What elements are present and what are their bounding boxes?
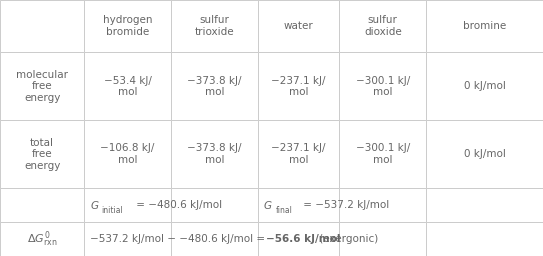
Bar xyxy=(0,120,84,188)
Text: hydrogen
bromide: hydrogen bromide xyxy=(103,15,153,37)
Text: 0 kJ/mol: 0 kJ/mol xyxy=(464,81,506,91)
Bar xyxy=(0,0,84,52)
Bar xyxy=(84,52,171,120)
Bar xyxy=(171,0,258,52)
Text: $G$: $G$ xyxy=(90,199,99,211)
Bar xyxy=(426,188,543,222)
Bar xyxy=(339,120,426,188)
Bar xyxy=(171,120,258,188)
Text: $\Delta G^0_\mathrm{rxn}$: $\Delta G^0_\mathrm{rxn}$ xyxy=(27,229,57,249)
Bar xyxy=(84,222,171,256)
Bar xyxy=(171,222,258,256)
Bar xyxy=(84,188,171,222)
Bar xyxy=(258,188,339,222)
Bar xyxy=(426,120,543,188)
Bar xyxy=(426,0,543,52)
Text: = −480.6 kJ/mol: = −480.6 kJ/mol xyxy=(133,200,222,210)
Text: −300.1 kJ/
mol: −300.1 kJ/ mol xyxy=(356,143,410,165)
Bar xyxy=(258,52,339,120)
Bar xyxy=(171,188,258,222)
Bar xyxy=(339,222,426,256)
Bar xyxy=(0,188,84,222)
Text: −373.8 kJ/
mol: −373.8 kJ/ mol xyxy=(187,76,242,97)
Text: −56.6 kJ/mol: −56.6 kJ/mol xyxy=(266,234,340,244)
Bar xyxy=(171,52,258,120)
Text: −373.8 kJ/
mol: −373.8 kJ/ mol xyxy=(187,143,242,165)
Bar xyxy=(84,120,171,188)
Text: −537.2 kJ/mol − −480.6 kJ/mol =: −537.2 kJ/mol − −480.6 kJ/mol = xyxy=(90,234,268,244)
Text: water: water xyxy=(284,21,313,31)
Bar xyxy=(258,0,339,52)
Text: bromine: bromine xyxy=(463,21,506,31)
Bar xyxy=(339,52,426,120)
Bar xyxy=(84,0,171,52)
Text: sulfur
trioxide: sulfur trioxide xyxy=(195,15,234,37)
Bar xyxy=(339,188,426,222)
Bar xyxy=(339,0,426,52)
Text: = −537.2 kJ/mol: = −537.2 kJ/mol xyxy=(300,200,389,210)
Text: (exergonic): (exergonic) xyxy=(316,234,378,244)
Text: −53.4 kJ/
mol: −53.4 kJ/ mol xyxy=(104,76,151,97)
Bar xyxy=(258,222,339,256)
Text: molecular
free
energy: molecular free energy xyxy=(16,70,68,103)
Text: −106.8 kJ/
mol: −106.8 kJ/ mol xyxy=(100,143,155,165)
Text: −237.1 kJ/
mol: −237.1 kJ/ mol xyxy=(272,76,326,97)
Text: $G$: $G$ xyxy=(263,199,273,211)
Text: −237.1 kJ/
mol: −237.1 kJ/ mol xyxy=(272,143,326,165)
Bar xyxy=(426,222,543,256)
Text: sulfur
dioxide: sulfur dioxide xyxy=(364,15,402,37)
Bar xyxy=(258,120,339,188)
Bar xyxy=(0,222,84,256)
Text: 0 kJ/mol: 0 kJ/mol xyxy=(464,149,506,159)
Text: final: final xyxy=(275,206,292,215)
Text: total
free
energy: total free energy xyxy=(24,138,60,171)
Text: −300.1 kJ/
mol: −300.1 kJ/ mol xyxy=(356,76,410,97)
Bar xyxy=(0,52,84,120)
Bar xyxy=(426,52,543,120)
Text: initial: initial xyxy=(102,206,123,215)
